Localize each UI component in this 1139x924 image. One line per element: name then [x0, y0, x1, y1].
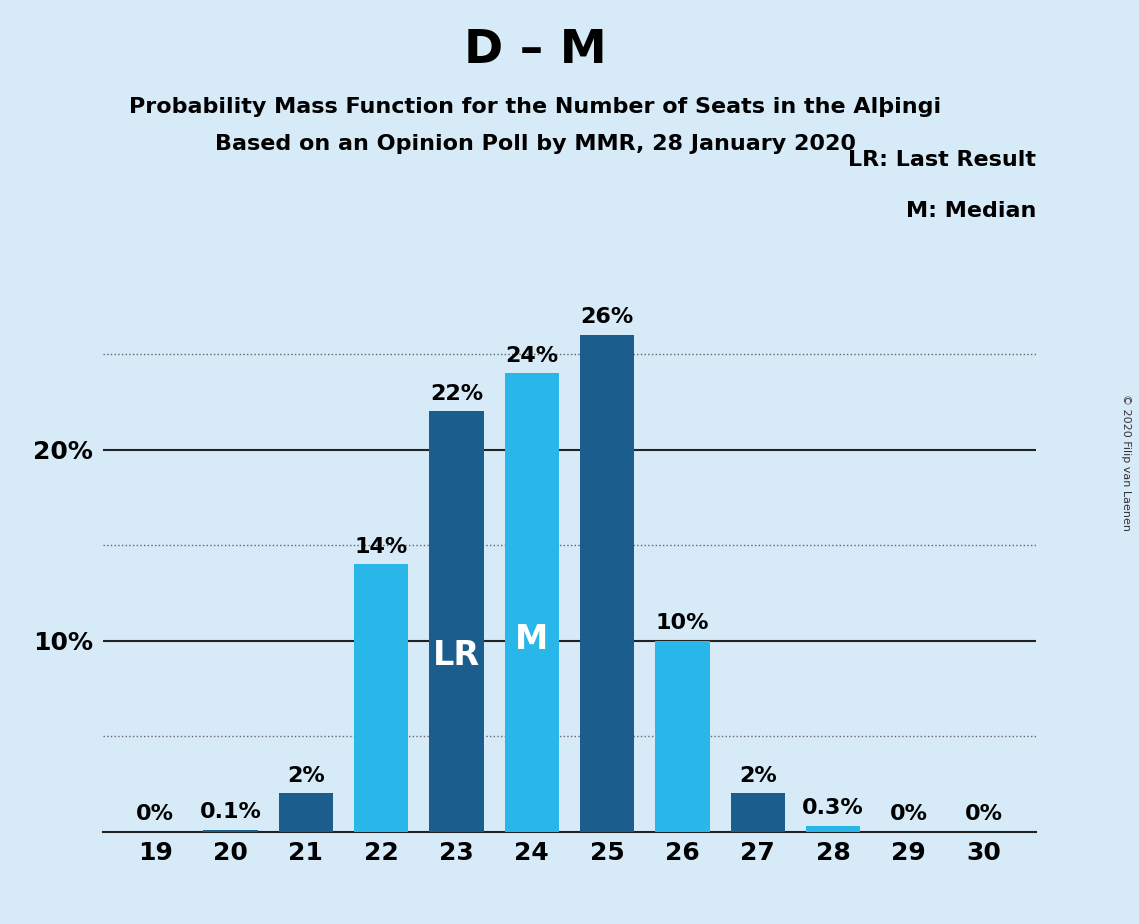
Bar — [354, 565, 408, 832]
Text: 0.1%: 0.1% — [199, 802, 262, 822]
Bar — [204, 830, 257, 832]
Text: 2%: 2% — [739, 766, 777, 785]
Text: M: M — [515, 623, 549, 656]
Text: 22%: 22% — [429, 383, 483, 404]
Bar — [655, 640, 710, 832]
Text: D – M: D – M — [464, 28, 607, 73]
Text: 0.3%: 0.3% — [802, 798, 865, 819]
Text: 0%: 0% — [965, 804, 1002, 824]
Text: © 2020 Filip van Laenen: © 2020 Filip van Laenen — [1121, 394, 1131, 530]
Text: 0%: 0% — [137, 804, 174, 824]
Text: LR: LR — [433, 638, 480, 672]
Text: LR: Last Result: LR: Last Result — [849, 150, 1036, 170]
Text: 10%: 10% — [656, 613, 710, 633]
Text: 0%: 0% — [890, 804, 927, 824]
Bar — [429, 411, 484, 832]
Text: 26%: 26% — [581, 308, 633, 327]
Text: 2%: 2% — [287, 766, 325, 785]
Bar — [806, 826, 860, 832]
Text: 24%: 24% — [506, 346, 558, 366]
Bar — [731, 794, 785, 832]
Text: 14%: 14% — [354, 537, 408, 556]
Text: M: Median: M: Median — [907, 201, 1036, 222]
Bar — [505, 373, 559, 832]
Text: Based on an Opinion Poll by MMR, 28 January 2020: Based on an Opinion Poll by MMR, 28 Janu… — [215, 134, 855, 154]
Bar — [580, 335, 634, 832]
Text: Probability Mass Function for the Number of Seats in the Alþingi: Probability Mass Function for the Number… — [129, 97, 942, 117]
Bar — [279, 794, 333, 832]
